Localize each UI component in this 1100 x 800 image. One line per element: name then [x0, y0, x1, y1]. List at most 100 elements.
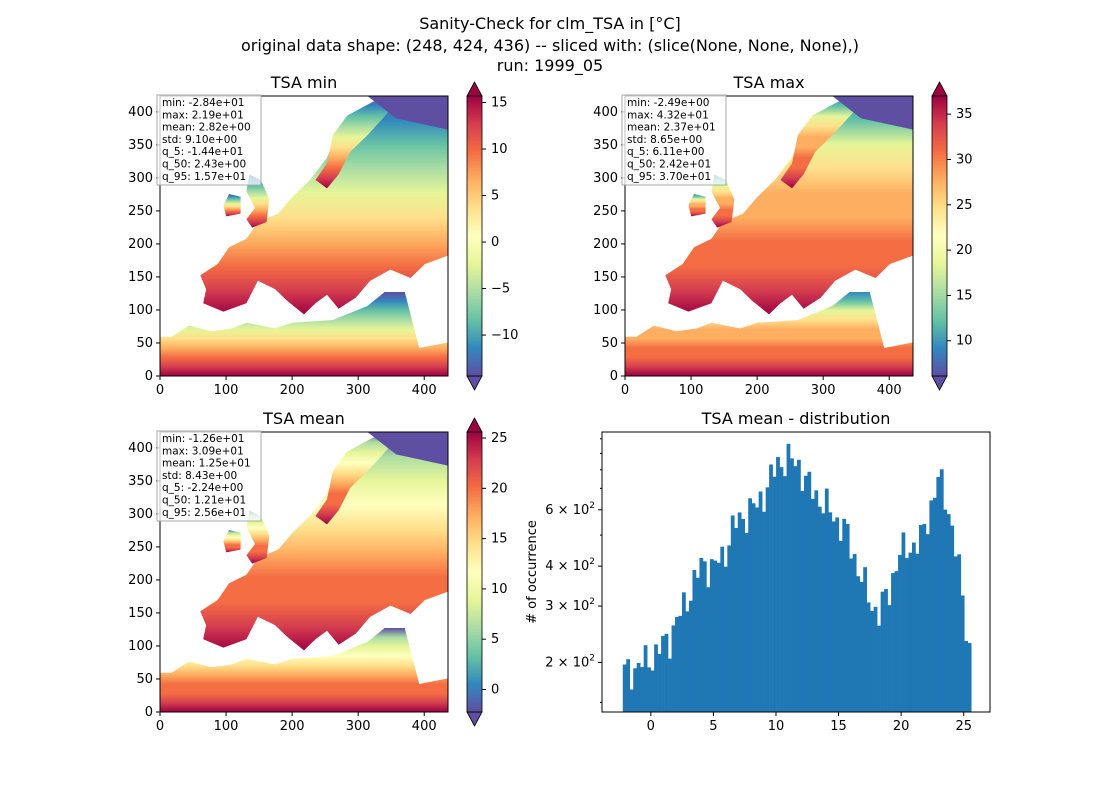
- x-tick-label: 300: [346, 383, 371, 398]
- stats-box-frame: [156, 94, 262, 186]
- histogram-bar: [793, 466, 798, 712]
- histogram-bar: [828, 512, 833, 712]
- map-panel-2: TSA max 0 100 200 300 400 0 50 100 150 200 250 300 35…: [593, 73, 972, 398]
- histogram-bar: [727, 545, 732, 712]
- stats-line: q_95: 2.56e+01: [162, 507, 246, 519]
- colorbar-tick-label: 10: [491, 582, 508, 597]
- stats-line: q_5: -2.24e+00: [162, 482, 243, 494]
- europe-landmass: [665, 96, 913, 315]
- histogram-bar: [786, 443, 791, 712]
- histogram-bar: [936, 476, 941, 712]
- x-tick-label: 100: [679, 383, 704, 398]
- suptitle-line-2: original data shape: (248, 424, 436) -- …: [241, 36, 859, 55]
- colorbar: 15 10 5 0 −5 −10: [466, 81, 518, 391]
- histogram-bar: [626, 659, 631, 712]
- histogram-bar: [675, 616, 679, 712]
- histogram-bar: [776, 457, 780, 712]
- y-tick-label: 50: [136, 336, 153, 351]
- scandinavia-landmass: [315, 96, 414, 189]
- y-tick-label: 250: [593, 204, 618, 219]
- histogram-bar: [643, 645, 648, 712]
- histogram-bar: [915, 553, 920, 712]
- histogram-bar: [797, 459, 801, 712]
- histogram-bar: [713, 560, 718, 712]
- histogram-bar: [866, 602, 871, 712]
- histogram-bar: [748, 498, 752, 712]
- x-tick-label: 0: [647, 719, 655, 734]
- stats-line: q_5: -1.44e+01: [162, 146, 243, 158]
- histogram-bar: [964, 640, 969, 712]
- x-tick-label: 15: [830, 719, 847, 734]
- colorbar-tick-label: 10: [491, 142, 508, 157]
- stats-line: min: -2.49e+00: [627, 97, 709, 109]
- colorbar-extend-min: [466, 711, 483, 727]
- histogram-bar: [751, 503, 756, 712]
- colorbar: 35 30 25 20 15 10: [931, 81, 973, 391]
- stats-line: max: 4.32e+01: [627, 109, 709, 121]
- colorbar-tick-label: 20: [956, 243, 973, 258]
- x-tick-label: 300: [811, 383, 836, 398]
- histogram-bar: [699, 558, 704, 712]
- histogram-bar: [838, 540, 843, 712]
- x-tick-label: 200: [280, 383, 305, 398]
- y-tick-label: 400: [128, 105, 153, 120]
- colorbar-frame: [931, 95, 948, 377]
- x-tick-label: 0: [621, 383, 629, 398]
- histogram-bar: [824, 488, 829, 712]
- histogram-bar: [647, 667, 651, 712]
- ireland-landmass: [223, 194, 241, 217]
- colorbar-tick-label: 30: [956, 152, 973, 167]
- histogram-bar: [723, 566, 728, 712]
- suptitle-line-3: run: 1999_05: [497, 56, 603, 76]
- y-tick-times: ×: [554, 503, 573, 518]
- histogram-bar: [870, 610, 874, 712]
- histogram-bar: [817, 506, 822, 712]
- britain-landmass: [246, 510, 270, 564]
- stats-box-frame: [156, 430, 262, 522]
- stats-line: q_95: 1.57e+01: [162, 171, 246, 183]
- y-tick-power: 10: [573, 559, 590, 574]
- histogram-bar: [769, 464, 773, 712]
- colorbar-frame: [466, 95, 483, 377]
- y-tick-label: 2 × 102: [545, 653, 595, 670]
- stats-line: q_50: 2.43e+00: [162, 159, 246, 171]
- y-tick-exponent: 2: [589, 557, 595, 567]
- stats-line: mean: 2.37e+01: [627, 122, 716, 134]
- histogram-bar: [863, 567, 867, 712]
- colorbar-tick-label: 0: [491, 682, 499, 697]
- suptitle: Sanity-Check for clm_TSA in [°C] origina…: [241, 14, 859, 76]
- arctic-band: [367, 432, 448, 466]
- y-tick-power: 10: [573, 503, 590, 518]
- histogram-bar: [678, 615, 683, 712]
- x-tick-label: 0: [156, 719, 164, 734]
- histogram-bar: [891, 573, 895, 712]
- x-tick-label: 200: [745, 383, 770, 398]
- arctic-band: [832, 96, 913, 130]
- histogram-bar: [845, 524, 850, 712]
- histogram-bar: [779, 467, 784, 712]
- y-tick-exponent: 2: [589, 653, 595, 663]
- histogram-bar: [905, 558, 909, 712]
- y-tick-label: 0: [145, 369, 153, 384]
- histogram-bar: [887, 605, 892, 712]
- stats-line: min: -2.84e+01: [162, 97, 244, 109]
- colorbar-extend-max: [466, 81, 483, 97]
- colorbar-gradient: [932, 96, 947, 376]
- scandinavia-landmass: [780, 96, 879, 189]
- suptitle-line-1: Sanity-Check for clm_TSA in [°C]: [419, 14, 681, 34]
- panel-title: TSA min: [270, 73, 337, 92]
- europe-landmass: [200, 96, 448, 315]
- x-tick-label: 200: [280, 719, 305, 734]
- y-tick-label: 150: [128, 606, 153, 621]
- y-tick-exponent: 2: [589, 501, 595, 511]
- y-tick-label: 100: [128, 303, 153, 318]
- x-tick-label: 20: [893, 719, 910, 734]
- histogram-bar: [835, 517, 840, 712]
- histogram-bar: [702, 561, 707, 712]
- stats-line: q_50: 1.21e+01: [162, 495, 246, 507]
- histogram-bar: [821, 513, 826, 712]
- y-tick-label: 0: [610, 369, 618, 384]
- histogram-bar: [898, 554, 902, 712]
